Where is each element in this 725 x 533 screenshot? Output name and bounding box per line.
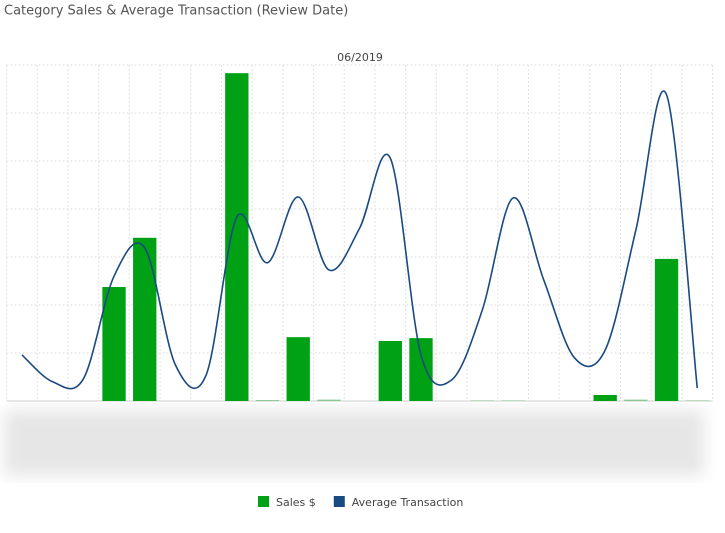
- bar: [225, 73, 249, 401]
- bar: [593, 395, 617, 401]
- blurred-labels: [4, 410, 704, 476]
- legend-label: Average Transaction: [352, 496, 464, 509]
- legend-label: Sales $: [276, 496, 316, 509]
- bar: [624, 399, 648, 401]
- bar: [409, 338, 433, 401]
- legend: Sales $ Average Transaction: [258, 496, 463, 509]
- legend-swatch: [333, 496, 345, 507]
- bar: [102, 287, 126, 401]
- bar: [317, 399, 341, 401]
- chart-title: Category Sales & Average Transaction (Re…: [4, 4, 348, 19]
- legend-swatch: [258, 496, 269, 507]
- bar: [286, 337, 310, 401]
- line: [21, 90, 699, 390]
- bar: [255, 400, 280, 401]
- bar: [654, 258, 679, 401]
- bar: [378, 341, 402, 401]
- annotation: 06/2019: [337, 51, 383, 64]
- bar: [133, 237, 157, 401]
